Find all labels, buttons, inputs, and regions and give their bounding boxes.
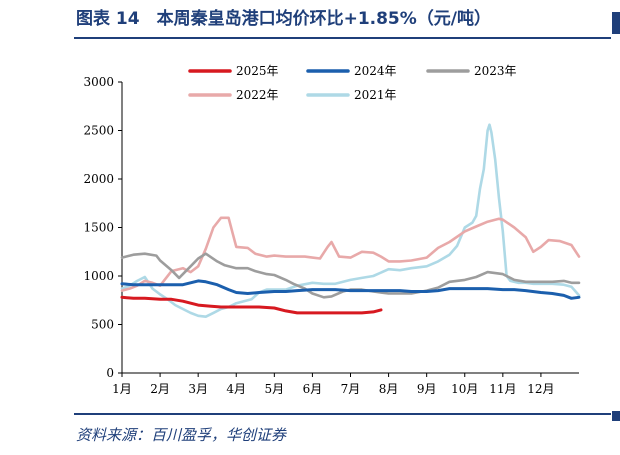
title-rule (74, 37, 611, 39)
series-line-2025 (120, 295, 383, 315)
source-note: 资料来源：百川盈孚，华创证券 (76, 426, 287, 444)
x-tick-label: 8月 (379, 382, 399, 396)
figure-title: 图表 14 本周秦皇岛港口均价环比+1.85%（元/吨） (76, 9, 492, 29)
x-tick-label: 6月 (303, 382, 323, 396)
y-tick-label: 3000 (83, 75, 114, 89)
series-line-2024 (120, 279, 581, 300)
x-tick-label: 10月 (451, 382, 478, 396)
x-tick-label: 11月 (489, 382, 516, 396)
series-line-2023 (120, 252, 581, 299)
x-tick-label: 4月 (226, 382, 246, 396)
y-tick-label: 0 (106, 366, 114, 380)
source-rule (74, 413, 611, 415)
x-tick-label: 3月 (188, 382, 208, 396)
legend-label: 2025年 (236, 64, 279, 78)
chart-series-layer (120, 123, 581, 319)
right-edge-marker-top (612, 12, 620, 34)
y-tick-label: 2500 (83, 124, 114, 138)
legend-label: 2021年 (354, 88, 397, 102)
legend-label: 2022年 (236, 88, 279, 102)
x-tick-label: 7月 (341, 382, 361, 396)
x-tick-label: 2月 (150, 382, 170, 396)
legend-label: 2024年 (354, 64, 397, 78)
chart-legend: 2025年 2024年 2023年 2022年 2021年 (188, 64, 517, 102)
chart-axes: 0 500 1000 1500 2000 2500 3000 1月 2月 3月 4月 5月 6月 7月 8月… (83, 75, 579, 396)
right-edge-marker-bottom (612, 411, 620, 421)
x-tick-label: 12月 (527, 382, 554, 396)
y-tick-label: 500 (91, 318, 114, 332)
x-tick-label: 1月 (112, 382, 132, 396)
series-line-2021 (120, 123, 581, 319)
y-tick-label: 1500 (83, 221, 114, 235)
x-tick-label: 9月 (417, 382, 437, 396)
y-tick-label: 2000 (83, 172, 114, 186)
x-tick-label: 5月 (265, 382, 285, 396)
legend-label: 2023年 (474, 64, 517, 78)
series-line-2022 (120, 216, 581, 292)
y-tick-label: 1000 (83, 269, 114, 283)
